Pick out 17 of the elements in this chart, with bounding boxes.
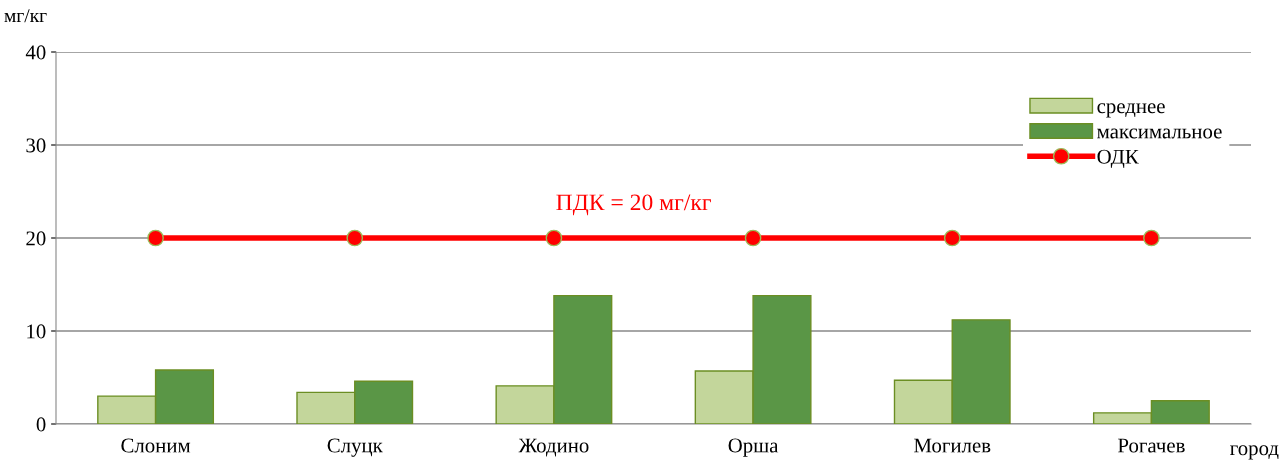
legend-label: среднее xyxy=(1097,103,1165,118)
y-tick-label: 20 xyxy=(26,231,46,246)
x-tick-label: Орша xyxy=(728,438,779,457)
x-tick-label: Слуцк xyxy=(327,438,383,457)
x-tick-label: Могилев xyxy=(914,438,991,453)
x-tick-label: Рогачев xyxy=(1118,438,1185,453)
y-tick-label: 40 xyxy=(25,45,46,60)
y-tick-label: 0 xyxy=(36,417,46,432)
legend-label: максимальное xyxy=(1097,128,1222,139)
x-tick-label: Жодино xyxy=(518,438,589,457)
annotation: ПДК = 20 мг/кг xyxy=(556,194,711,216)
y-tick-label: 10 xyxy=(27,324,46,339)
y-tick-label: 30 xyxy=(26,138,46,153)
x-axis-title: город xyxy=(1230,445,1279,460)
legend-label: ОДК xyxy=(1097,149,1139,168)
y-axis-title: мг/кг xyxy=(4,9,47,23)
x-tick-label: Слоним xyxy=(121,438,191,453)
